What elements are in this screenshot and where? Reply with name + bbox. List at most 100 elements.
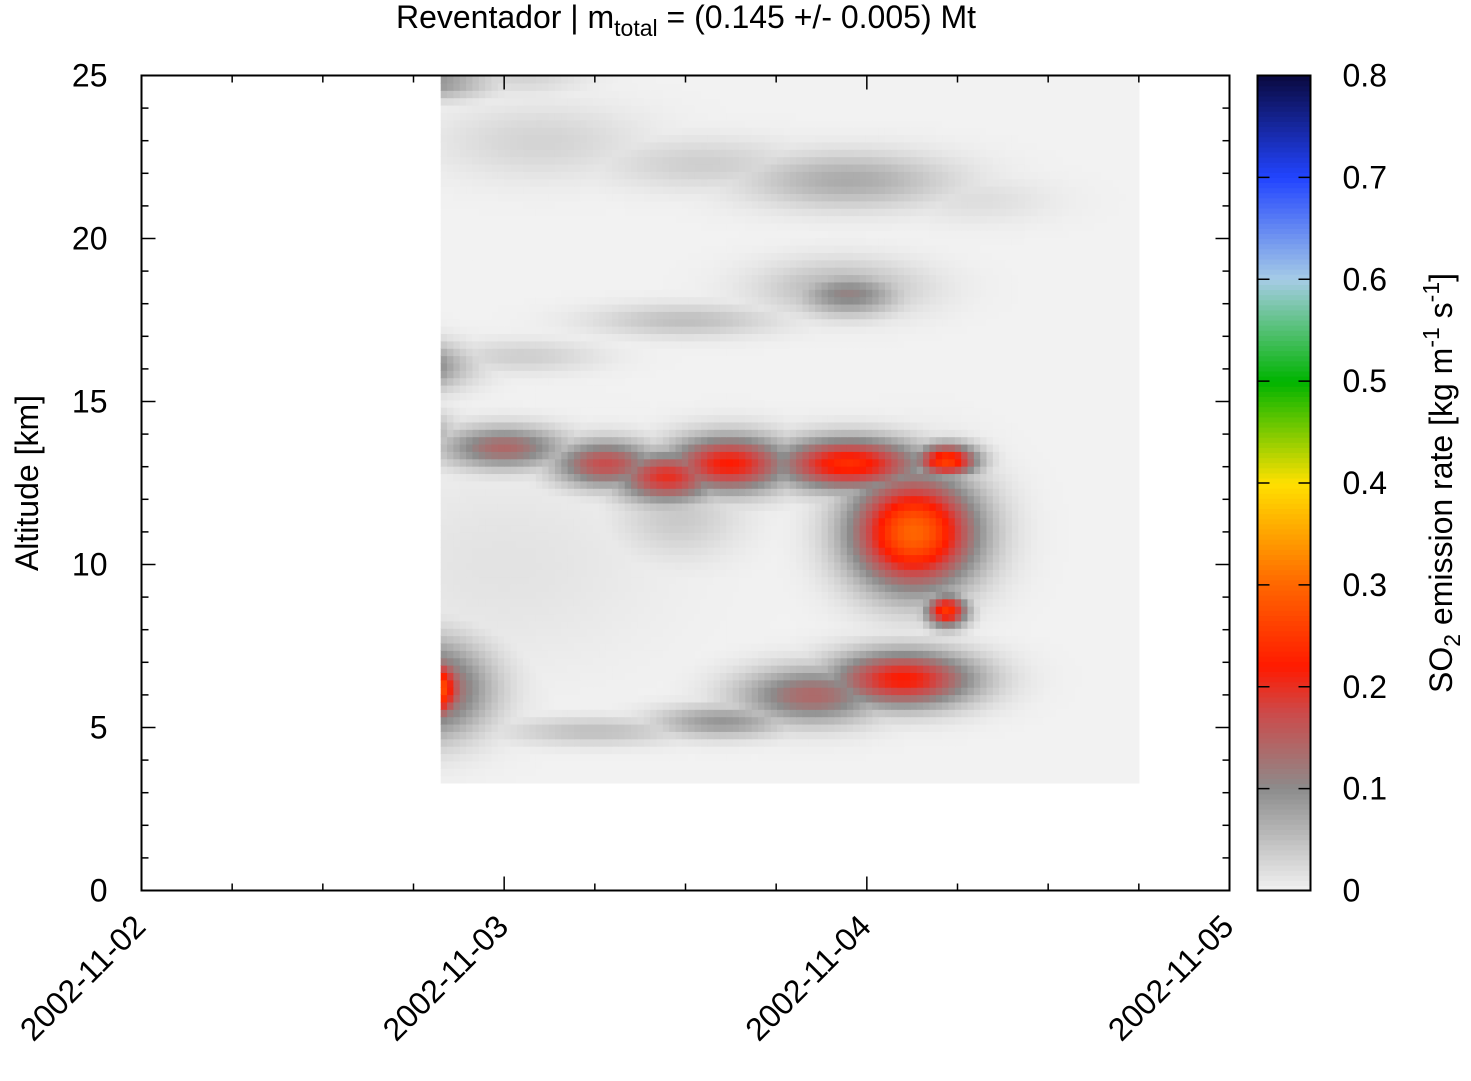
heatmap-cell bbox=[948, 628, 956, 637]
heatmap-cell bbox=[491, 488, 499, 497]
heatmap-cell bbox=[986, 480, 994, 489]
heatmap-cell bbox=[1075, 665, 1083, 673]
heatmap-cell bbox=[942, 650, 950, 659]
heatmap-cell bbox=[504, 635, 512, 644]
heatmap-cell bbox=[535, 642, 543, 651]
heatmap-cell bbox=[884, 488, 892, 497]
heatmap-cell bbox=[1119, 650, 1127, 659]
heatmap-cell bbox=[1126, 495, 1134, 504]
heatmap-cell bbox=[1132, 502, 1140, 511]
heatmap-cell bbox=[935, 709, 943, 718]
heatmap-cell bbox=[827, 606, 835, 615]
heatmap-cell bbox=[1011, 451, 1019, 460]
heatmap-cell bbox=[726, 606, 734, 615]
heatmap-cell bbox=[1094, 502, 1102, 511]
heatmap-cell bbox=[561, 525, 569, 533]
heatmap-cell bbox=[758, 525, 765, 533]
heatmap-cell bbox=[631, 554, 639, 563]
heatmap-cell bbox=[650, 517, 658, 526]
heatmap-cell bbox=[1107, 466, 1115, 475]
heatmap-cell bbox=[758, 687, 765, 696]
heatmap-cell bbox=[783, 760, 791, 769]
heatmap-cell bbox=[923, 606, 930, 615]
heatmap-cell bbox=[865, 510, 873, 519]
heatmap-cell bbox=[738, 731, 746, 740]
heatmap-cell bbox=[669, 687, 677, 696]
heatmap-cell bbox=[821, 583, 829, 592]
heatmap-cell bbox=[808, 635, 816, 644]
heatmap-cell bbox=[751, 746, 759, 755]
heatmap-cell bbox=[770, 613, 778, 622]
heatmap-cell bbox=[1075, 642, 1083, 651]
heatmap-cell bbox=[732, 569, 740, 578]
heatmap-cell bbox=[504, 642, 512, 651]
heatmap-cell bbox=[973, 480, 981, 489]
heatmap-cell bbox=[688, 591, 696, 600]
heatmap-cell bbox=[884, 569, 892, 578]
heatmap-cell bbox=[599, 443, 607, 452]
heatmap-cell bbox=[789, 458, 797, 467]
heatmap-cell bbox=[491, 606, 499, 615]
heatmap-cell bbox=[573, 591, 581, 600]
heatmap-cell bbox=[593, 760, 600, 769]
heatmap-cell bbox=[777, 613, 785, 622]
heatmap-cell bbox=[624, 738, 632, 747]
heatmap-cell bbox=[834, 731, 842, 740]
heatmap-cell bbox=[929, 591, 937, 600]
heatmap-cell bbox=[961, 525, 969, 533]
heatmap-cell bbox=[827, 716, 835, 725]
heatmap-cell bbox=[891, 679, 899, 688]
heatmap-cell bbox=[586, 701, 594, 710]
heatmap-cell bbox=[961, 598, 969, 607]
heatmap-cell bbox=[1081, 635, 1089, 644]
heatmap-cell bbox=[1062, 665, 1070, 673]
heatmap-cell bbox=[745, 723, 753, 732]
heatmap-cell bbox=[485, 606, 493, 615]
heatmap-cell bbox=[961, 451, 969, 460]
heatmap-cell bbox=[961, 687, 969, 696]
heatmap-cell bbox=[992, 517, 1000, 526]
heatmap-cell bbox=[561, 738, 569, 747]
heatmap-cell bbox=[491, 495, 499, 504]
heatmap-cell bbox=[834, 723, 842, 732]
heatmap-cell bbox=[904, 731, 911, 740]
heatmap-cell bbox=[764, 502, 772, 511]
heatmap-cell bbox=[897, 613, 905, 622]
heatmap-cell bbox=[637, 723, 645, 732]
heatmap-cell bbox=[846, 768, 854, 777]
heatmap-cell bbox=[777, 628, 785, 637]
heatmap-cell bbox=[726, 731, 734, 740]
heatmap-cell bbox=[1119, 539, 1127, 548]
heatmap-cell bbox=[719, 495, 727, 504]
heatmap-cell bbox=[618, 738, 626, 747]
heatmap-cell bbox=[567, 488, 575, 497]
heatmap-cell bbox=[656, 628, 664, 637]
heatmap-cell bbox=[751, 753, 759, 762]
heatmap-cell bbox=[529, 480, 537, 489]
heatmap-cell bbox=[440, 532, 448, 541]
heatmap-cell bbox=[923, 539, 930, 548]
heatmap-cell bbox=[910, 539, 918, 548]
heatmap-cell bbox=[631, 657, 639, 666]
heatmap-cell bbox=[796, 598, 804, 607]
heatmap-cell bbox=[523, 672, 531, 681]
heatmap-cell bbox=[929, 510, 937, 519]
heatmap-cell bbox=[865, 746, 873, 755]
heatmap-cell bbox=[1132, 532, 1140, 541]
heatmap-cell bbox=[694, 554, 702, 563]
heatmap-cell bbox=[554, 576, 562, 585]
heatmap-cell bbox=[580, 554, 588, 563]
heatmap-cell bbox=[967, 768, 975, 777]
heatmap-cell bbox=[643, 738, 651, 747]
heatmap-cell bbox=[605, 517, 613, 526]
heatmap-cell bbox=[1094, 473, 1102, 482]
heatmap-cell bbox=[1107, 517, 1115, 526]
heatmap-cell bbox=[1100, 591, 1108, 600]
heatmap-cell bbox=[662, 746, 670, 755]
heatmap-cell bbox=[834, 576, 842, 585]
heatmap-cell bbox=[491, 547, 499, 556]
heatmap-cell bbox=[954, 760, 962, 769]
heatmap-cell bbox=[1037, 458, 1045, 467]
heatmap-cell bbox=[783, 547, 791, 556]
heatmap-cell bbox=[967, 547, 975, 556]
